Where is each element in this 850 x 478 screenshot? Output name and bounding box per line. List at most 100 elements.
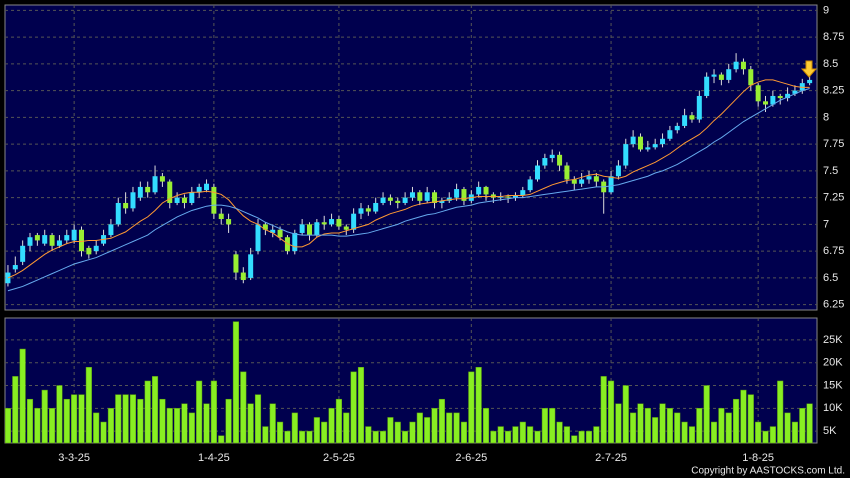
candle-body — [373, 202, 379, 212]
candle-body — [343, 226, 349, 230]
volume-bar — [107, 408, 114, 444]
volume-bar — [534, 430, 541, 444]
volume-bar — [585, 430, 593, 444]
candle-body — [181, 197, 187, 203]
copyright: Copyright by AASTOCKS.com Ltd. — [691, 466, 845, 477]
volume-bar — [556, 421, 563, 444]
candle-body — [27, 237, 33, 246]
volume-bar — [350, 371, 357, 444]
volume-bar — [549, 408, 556, 444]
candle-body — [402, 197, 408, 203]
candle-body — [299, 224, 305, 233]
candle-body — [248, 254, 254, 278]
volume-bar — [424, 417, 431, 444]
volume-bar — [806, 403, 813, 444]
volume-bar — [490, 430, 497, 444]
volume-bar — [571, 435, 578, 444]
candle-body — [314, 222, 320, 236]
volume-bar — [129, 394, 137, 444]
volume-bar — [703, 385, 710, 444]
candle-body — [365, 208, 371, 212]
volume-bar — [600, 376, 607, 444]
volume-bar — [674, 412, 681, 444]
volume-bar — [26, 398, 34, 444]
y-tick-label: 8.25 — [823, 85, 844, 97]
volume-bar — [93, 412, 100, 444]
candle-body — [417, 192, 423, 201]
x-tick-label: 3-3-25 — [58, 452, 90, 464]
candle-body — [49, 235, 55, 246]
volume-bar — [696, 408, 703, 444]
volume-bar — [254, 394, 262, 444]
candle-body — [270, 229, 276, 233]
candle-body — [145, 186, 151, 193]
volume-bar — [725, 412, 732, 444]
arrow-icon — [800, 60, 818, 78]
volume-bar — [578, 430, 585, 444]
candle-body — [608, 176, 614, 193]
volume-bar — [497, 426, 504, 444]
volume-bar — [321, 421, 328, 444]
candle-body — [527, 179, 533, 191]
candle-body — [461, 189, 467, 201]
candle-body — [498, 196, 504, 198]
volume-bar — [505, 430, 512, 444]
volume-bar — [475, 367, 482, 444]
y-tick-label: 15K — [823, 379, 843, 391]
candle-body — [387, 197, 393, 201]
candle-body — [535, 165, 541, 180]
candle-body — [704, 76, 710, 96]
candle-body — [777, 95, 783, 99]
volume-bar — [210, 380, 217, 444]
candle-body — [483, 186, 489, 195]
candle-body — [557, 154, 563, 166]
moving-average-line — [7, 87, 810, 292]
volume-bar — [468, 371, 475, 444]
volume-bar — [394, 421, 401, 444]
volume-bar — [387, 417, 394, 444]
volume-bar — [615, 403, 622, 444]
candle-body — [674, 125, 680, 131]
volume-bar — [63, 398, 70, 444]
candle-body — [689, 115, 695, 120]
volume-bar — [762, 430, 769, 444]
volume-bar — [85, 367, 92, 444]
candle-body — [277, 229, 283, 238]
candle-body — [395, 200, 401, 203]
candle-body — [86, 247, 92, 255]
candle-body — [792, 90, 798, 94]
volume-bar — [78, 394, 85, 444]
candle-body — [564, 165, 570, 180]
volume-bar — [769, 426, 776, 444]
volume-bar — [681, 421, 688, 444]
volume-bar — [41, 389, 48, 444]
candle-body — [321, 222, 327, 225]
candle-body — [807, 79, 813, 84]
volume-bar — [306, 430, 313, 444]
candle-body — [652, 144, 658, 148]
candle-body — [240, 272, 246, 281]
candle-body — [34, 235, 40, 241]
volume-bar — [563, 426, 570, 444]
x-tick-label: 1-8-25 — [742, 452, 774, 464]
volume-bar — [269, 403, 276, 444]
y-tick-label: 7.25 — [823, 192, 844, 204]
volume-bar — [299, 430, 306, 444]
volume-bar — [218, 435, 225, 444]
candle-body — [424, 192, 430, 201]
candle-body — [130, 192, 136, 209]
volume-bar — [791, 421, 798, 444]
volume-bar — [740, 389, 747, 444]
candle-body — [64, 235, 70, 241]
candle-body — [571, 179, 577, 184]
volume-bar — [19, 348, 26, 444]
volume-bar — [666, 408, 673, 444]
candle-body — [137, 186, 143, 198]
candle-body — [159, 176, 165, 182]
candle-body — [660, 138, 666, 145]
volume-bar — [372, 430, 379, 444]
candle-body — [233, 254, 239, 273]
volume-bar — [747, 394, 754, 444]
volume-bar — [240, 371, 247, 444]
volume-bar — [718, 408, 725, 444]
